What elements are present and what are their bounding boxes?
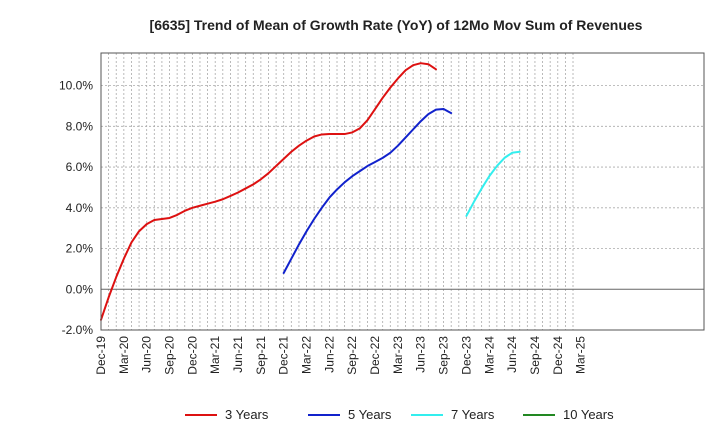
y-tick-label: 2.0%	[66, 242, 94, 256]
x-tick-label: Mar-24	[482, 336, 496, 374]
x-tick-label: Dec-19	[94, 336, 108, 375]
legend-label: 5 Years	[348, 407, 392, 422]
x-tick-label: Sep-22	[345, 336, 359, 375]
x-tick-label: Dec-20	[185, 336, 199, 375]
plot-border	[100, 52, 705, 331]
x-tick-label: Jun-24	[505, 336, 519, 373]
x-tick-label: Mar-22	[300, 336, 314, 374]
series-line-5-years	[282, 108, 453, 274]
x-tick-label: Sep-24	[528, 336, 542, 375]
y-tick-label: 4.0%	[66, 201, 94, 215]
plot-area	[101, 53, 704, 330]
x-tick-label: Sep-21	[254, 336, 268, 375]
x-tick-label: Mar-21	[208, 336, 222, 374]
grid-lines	[101, 53, 704, 331]
y-tick-label: 10.0%	[59, 79, 93, 93]
y-tick-label: -2.0%	[62, 323, 94, 337]
x-tick-label: Jun-22	[322, 336, 336, 373]
y-tick-label: 0.0%	[66, 282, 94, 296]
chart-title: [6635] Trend of Mean of Growth Rate (YoY…	[150, 17, 643, 33]
legend-label: 7 Years	[451, 407, 495, 422]
series-line-7-years	[465, 150, 521, 217]
x-tick-label: Sep-23	[437, 336, 451, 375]
legend: 3 Years 5 Years 7 Years 10 Years	[185, 407, 614, 422]
legend-label: 3 Years	[225, 407, 269, 422]
y-tick-label: 6.0%	[66, 160, 94, 174]
axes: -2.0% 0.0% 2.0% 4.0% 6.0% 8.0% 10.0% Dec-19 Mar-…	[59, 79, 588, 375]
x-tick-label: Dec-22	[368, 336, 382, 375]
y-tick-label: 8.0%	[66, 119, 94, 133]
x-tick-label: Mar-25	[574, 336, 588, 374]
x-tick-label: Jun-20	[140, 336, 154, 373]
x-tick-label: Mar-20	[117, 336, 131, 374]
x-tick-label: Dec-21	[277, 336, 291, 375]
legend-label: 10 Years	[563, 407, 614, 422]
x-tick-label: Mar-23	[391, 336, 405, 374]
x-tick-label: Jun-23	[414, 336, 428, 373]
series-lines	[100, 62, 521, 321]
x-tick-label: Dec-23	[459, 336, 473, 375]
x-tick-label: Jun-21	[231, 336, 245, 373]
x-tick-label: Sep-20	[163, 336, 177, 375]
series-line-3-years	[100, 62, 437, 321]
x-tick-label: Dec-24	[551, 336, 565, 375]
